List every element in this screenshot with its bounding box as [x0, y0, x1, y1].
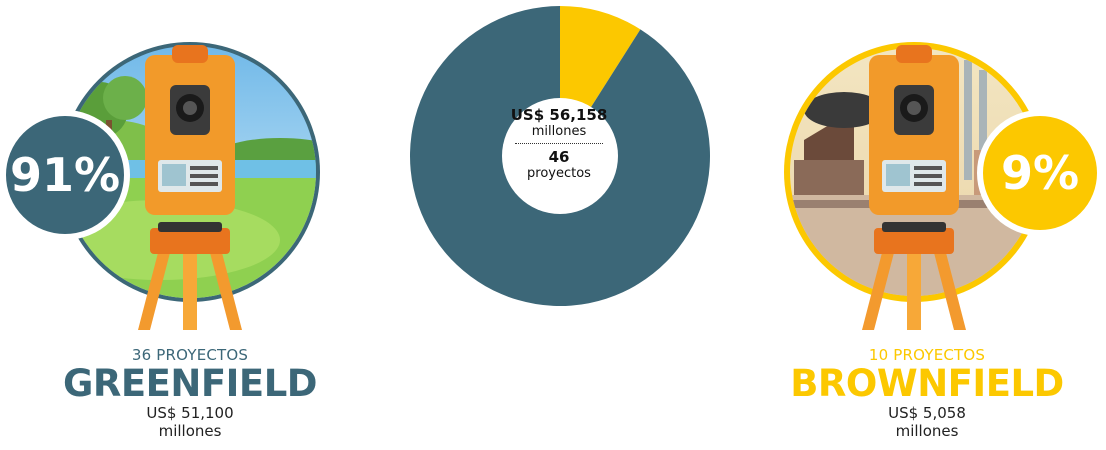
brownfield-amount: US$ 5,058 — [888, 404, 966, 422]
greenfield-count: 36 PROYECTOS — [131, 346, 249, 364]
center-divider — [515, 143, 603, 144]
total-amount-unit: millones — [531, 124, 587, 139]
greenfield-title: GREENFIELD — [63, 362, 317, 405]
total-station-icon — [869, 45, 959, 215]
total-station-icon — [145, 45, 235, 215]
brownfield-percent-badge: 9% — [977, 110, 1103, 236]
pie-center-hole — [502, 98, 618, 214]
pie-center-label: US$ 56,158 millones 46 proyectos — [509, 106, 609, 181]
total-amount: US$ 56,158 — [510, 106, 608, 124]
greenfield-amount: US$ 51,100 — [146, 404, 234, 422]
brownfield-title: BROWNFIELD — [790, 362, 1064, 405]
greenfield-percent: 91% — [9, 148, 121, 202]
brownfield-percent: 9% — [1000, 146, 1080, 200]
brownfield-summary: 10 PROYECTOS BROWNFIELD US$ 5,058 millon… — [777, 346, 1077, 440]
greenfield-percent-badge: 91% — [0, 110, 130, 240]
brownfield-count: 10 PROYECTOS — [868, 346, 986, 364]
greenfield-amount-unit: millones — [158, 422, 222, 440]
pie-chart — [410, 6, 710, 306]
tripod-icon — [138, 222, 242, 330]
brownfield-illustration — [784, 42, 1044, 330]
total-count-unit: proyectos — [527, 166, 591, 181]
greenfield-summary: 36 PROYECTOS GREENFIELD US$ 51,100 millo… — [40, 346, 340, 440]
brownfield-amount-unit: millones — [895, 422, 959, 440]
total-count: 46 — [548, 148, 570, 166]
tripod-icon — [862, 222, 966, 330]
